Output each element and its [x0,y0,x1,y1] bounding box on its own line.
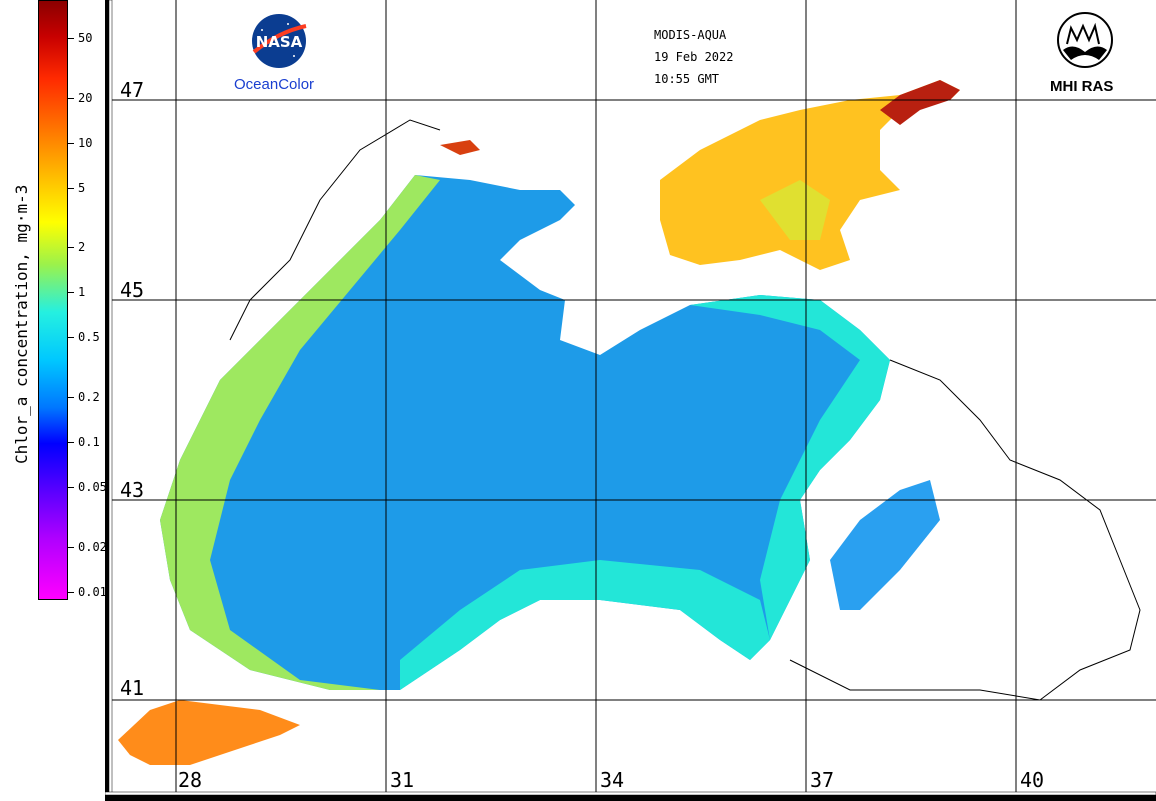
azov-center-green [760,180,830,240]
colorbar-tick-label: 20 [78,90,93,105]
colorbar-title: Chlor_a concentration, mg·m-3 [12,184,31,464]
colorbar-tick-label: 2 [78,240,86,255]
colorbar-tick [68,247,74,249]
colorbar-tick [68,546,74,548]
east-coastline [789,359,1141,701]
nasa-logo-icon: NASA [252,14,307,68]
colorbar-tick-label: 0.1 [78,435,100,450]
colorbar-tick [68,397,74,399]
lon-label-40: 40 [1020,768,1045,792]
colorbar-tick-label: 0.02 [78,539,107,554]
dnieper-estuary [440,140,480,155]
colorbar-tick-label: 10 [78,135,93,150]
lon-label-31: 31 [390,768,415,792]
map-frame [105,0,1156,801]
graticule [105,0,1156,801]
colorbar-tick [68,442,74,444]
colorbar-tick [68,142,74,144]
colorbar-tick-label: 0.2 [78,390,100,405]
south-coast-band [400,560,770,690]
mhi-logo-icon [1057,12,1113,68]
colorbar-tick [68,97,74,99]
lat-label-41: 41 [120,676,145,700]
colorbar-tick-label: 0.01 [78,585,107,599]
colorbar-tick-label: 0.5 [78,330,100,345]
colorbar [38,0,68,600]
mhi-ras-label: MHI RAS [1050,78,1114,95]
colorbar-tick [68,592,74,593]
east-coast-band [690,295,890,640]
frame-scale-left [105,0,113,801]
scene-info: MODIS-AQUA 19 Feb 2022 10:55 GMT [654,24,733,90]
scene-time: 10:55 GMT [654,72,720,86]
lon-label-34: 34 [600,768,625,792]
colorbar-tick [68,37,74,39]
azov-high-chlor [880,80,960,125]
colorbar-tick-label: 5 [78,180,86,195]
lon-label-28: 28 [178,768,203,792]
frame-scale-bottom [105,791,1156,801]
scene-date: 19 Feb 2022 [654,50,734,64]
colorbar-tick [68,187,74,189]
colorbar-tick-label: 0.05 [78,480,107,495]
lon-label-37: 37 [810,768,835,792]
colorbar-tick [68,337,74,339]
lat-label-43: 43 [120,478,145,502]
colorbar-tick-label: 50 [78,30,93,45]
colorbar-tick [68,292,74,294]
sea-of-marmara-region [118,700,300,765]
coastal-band-west [160,175,440,690]
oceancolor-label: OceanColor [234,76,315,93]
lat-label-47: 47 [120,78,145,102]
colorbar-tick-label: 1 [78,285,86,300]
sensor-name: MODIS-AQUA [654,28,727,42]
sea-of-azov-region [660,80,960,270]
nasa-logo-text: NASA [256,33,303,51]
east-cloud-patches [830,480,940,610]
lat-label-45: 45 [120,278,145,302]
colorbar-tick [68,487,74,489]
